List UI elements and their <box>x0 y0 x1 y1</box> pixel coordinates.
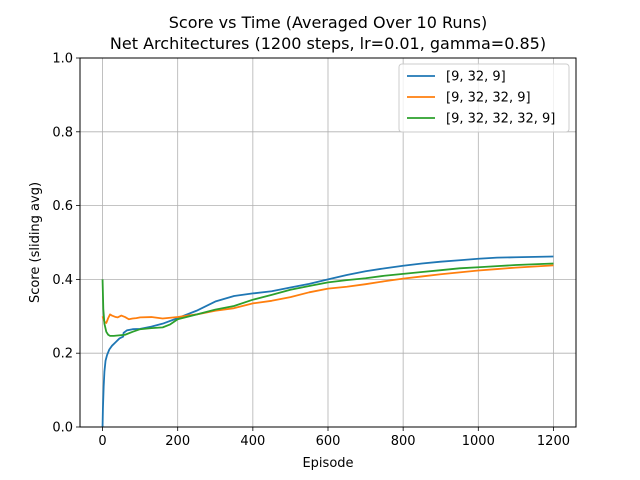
x-axis-label: Episode <box>302 456 353 471</box>
legend-label: [9, 32, 32, 32, 9] <box>446 112 555 127</box>
series-line-3 <box>101 262 554 337</box>
x-axis-ticks: 0 200 400 600 800 1000 1200 <box>98 427 570 449</box>
x-tick-label: 600 <box>316 434 341 449</box>
legend: [9, 32, 9] [9, 32, 32, 9] [9, 32, 32, 32, … <box>398 63 570 133</box>
chart-title-line1: Score vs Time (Averaged Over 10 Runs) <box>169 13 488 32</box>
y-tick-label: 0.6 <box>52 199 73 214</box>
y-axis-ticks: 0.0 0.2 0.4 0.6 0.8 1.0 <box>52 52 80 436</box>
x-tick-label: 0 <box>98 434 106 449</box>
legend-label: [9, 32, 9] <box>446 70 506 85</box>
x-tick-label: 800 <box>391 434 416 449</box>
x-tick-label: 200 <box>165 434 190 449</box>
y-tick-label: 0.8 <box>52 125 73 140</box>
x-tick-label: 1000 <box>462 434 495 449</box>
y-tick-label: 0.0 <box>52 421 73 436</box>
series-line-1 <box>101 255 554 428</box>
legend-label: [9, 32, 32, 9] <box>446 91 531 106</box>
y-tick-label: 0.4 <box>52 273 73 288</box>
x-tick-label: 1200 <box>537 434 570 449</box>
legend-box <box>398 63 570 133</box>
x-tick-label: 400 <box>240 434 265 449</box>
series-lines <box>101 255 554 428</box>
y-tick-label: 1.0 <box>52 52 73 67</box>
y-tick-label: 0.2 <box>52 347 73 362</box>
y-axis-label: Score (sliding avg) <box>28 182 43 303</box>
chart-title-line2: Net Architectures (1200 steps, lr=0.01, … <box>110 34 546 53</box>
